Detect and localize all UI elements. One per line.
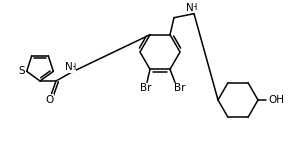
Text: O: O bbox=[45, 95, 53, 105]
Text: H: H bbox=[190, 3, 196, 12]
Text: N: N bbox=[186, 3, 194, 13]
Text: H: H bbox=[69, 62, 75, 72]
Text: S: S bbox=[18, 66, 25, 76]
Text: OH: OH bbox=[268, 95, 284, 105]
Text: Br: Br bbox=[140, 83, 152, 93]
Text: Br: Br bbox=[174, 83, 186, 93]
Text: N: N bbox=[65, 62, 73, 72]
